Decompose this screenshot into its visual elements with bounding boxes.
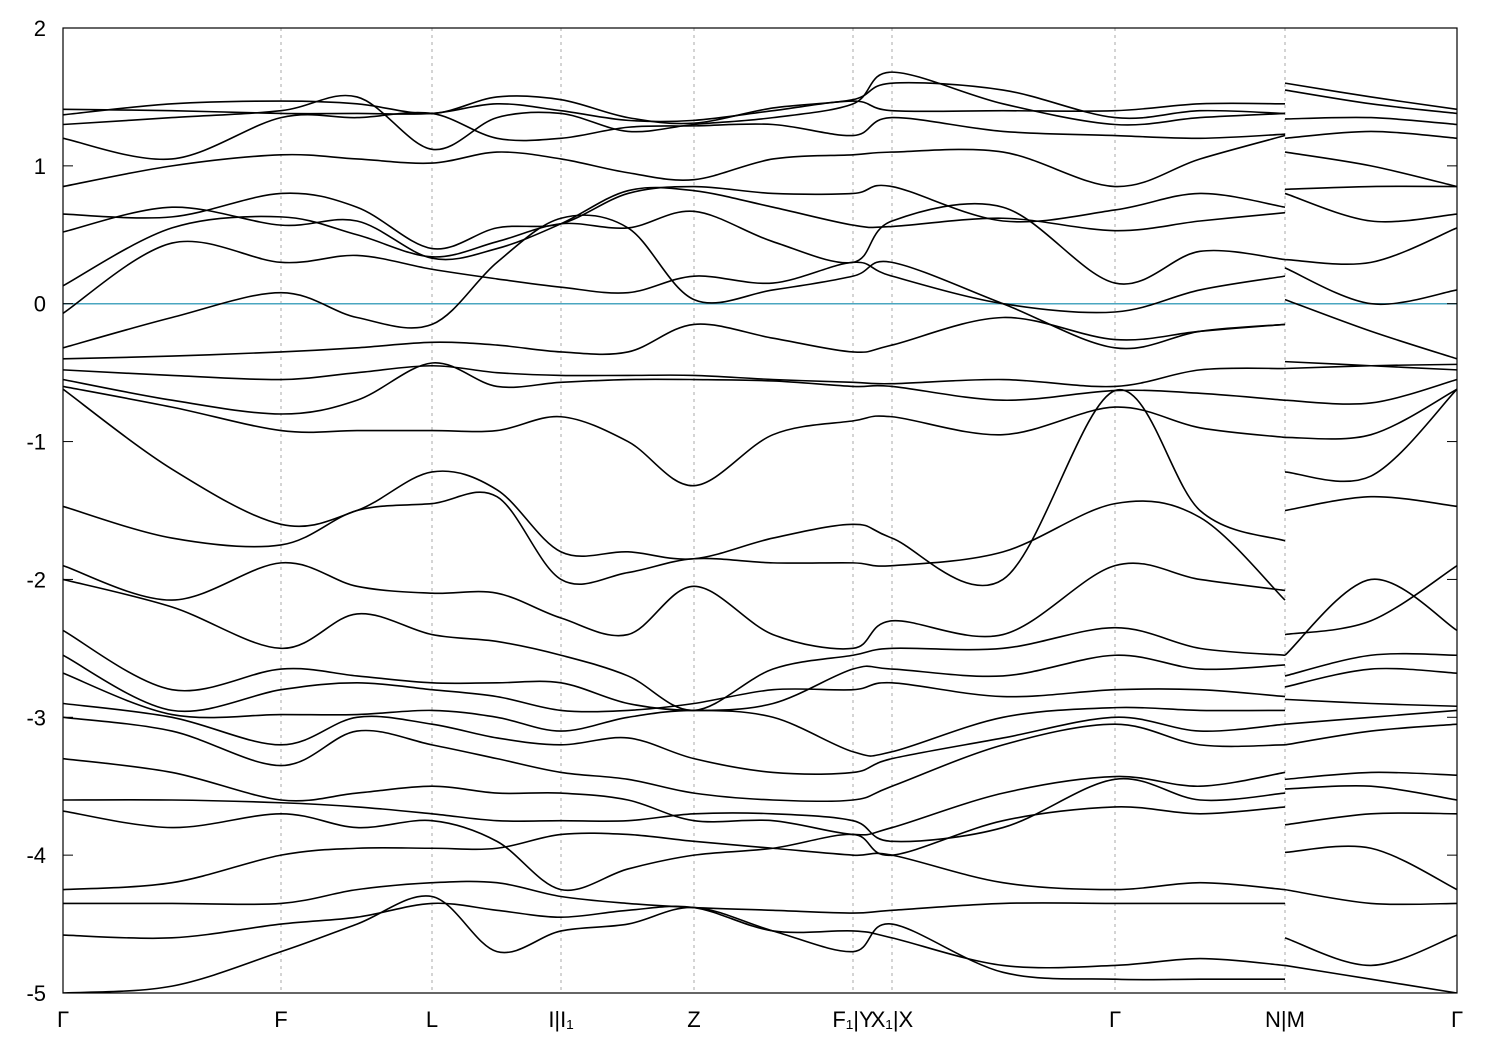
- band-line: [63, 702, 1457, 775]
- band-line: [63, 562, 1457, 650]
- y-tick-label: -3: [26, 705, 46, 730]
- axes: -5 -4 -3 -2 -1 0 1 2 Γ F L I|I₁ Z F₁|YX₁|X Γ N|M Γ: [26, 16, 1463, 1032]
- band-line: [63, 111, 1457, 161]
- x-tick-label: Z: [687, 1007, 700, 1032]
- band-line: [63, 240, 1457, 315]
- band-line: [63, 777, 1457, 843]
- band-line: [63, 491, 1457, 601]
- band-line: [63, 214, 1457, 360]
- x-tick-label: F: [274, 1007, 287, 1032]
- band-line: [63, 578, 1457, 712]
- x-tick-label: F₁|Y: [832, 1007, 874, 1032]
- band-line: [63, 81, 1457, 125]
- x-tick-label: Γ: [57, 1007, 69, 1032]
- band-line: [63, 362, 1457, 415]
- x-tick-label: N|M: [1265, 1007, 1305, 1032]
- x-tick-label: X₁|X: [871, 1007, 914, 1032]
- x-tick-label: L: [426, 1007, 438, 1032]
- band-line: [63, 71, 1457, 151]
- x-tick-label: Γ: [1451, 1007, 1463, 1032]
- band-line: [63, 757, 1457, 836]
- band-line: [63, 316, 1457, 371]
- band-line: [63, 880, 1457, 914]
- y-tick-label: -1: [26, 430, 46, 455]
- y-tick-label: -2: [26, 567, 46, 592]
- x-tick-label: I|I₁: [548, 1007, 573, 1032]
- band-line: [63, 895, 1457, 993]
- band-line: [63, 716, 1457, 803]
- x-tick-label: Γ: [1109, 1007, 1121, 1032]
- y-tick-label: 0: [34, 292, 46, 317]
- band-line: [63, 654, 1457, 713]
- band-line: [63, 629, 1457, 712]
- band-line: [63, 388, 1457, 587]
- band-line: [63, 902, 1457, 969]
- band-line: [63, 363, 1457, 388]
- bands: [63, 71, 1457, 993]
- band-line: [63, 202, 1457, 287]
- band-line: [63, 832, 1457, 891]
- y-tick-label: 2: [34, 16, 46, 41]
- band-line: [63, 82, 1457, 123]
- band-line: [63, 672, 1457, 757]
- band-line: [63, 806, 1457, 892]
- y-tick-label: -4: [26, 843, 46, 868]
- y-tick-label: -5: [26, 981, 46, 1006]
- band-line: [63, 385, 1457, 487]
- plot-border: [62, 27, 1458, 994]
- y-tick-label: 1: [34, 154, 46, 179]
- band-line: [63, 134, 1457, 188]
- grid: [62, 28, 1458, 993]
- band-line: [63, 186, 1457, 261]
